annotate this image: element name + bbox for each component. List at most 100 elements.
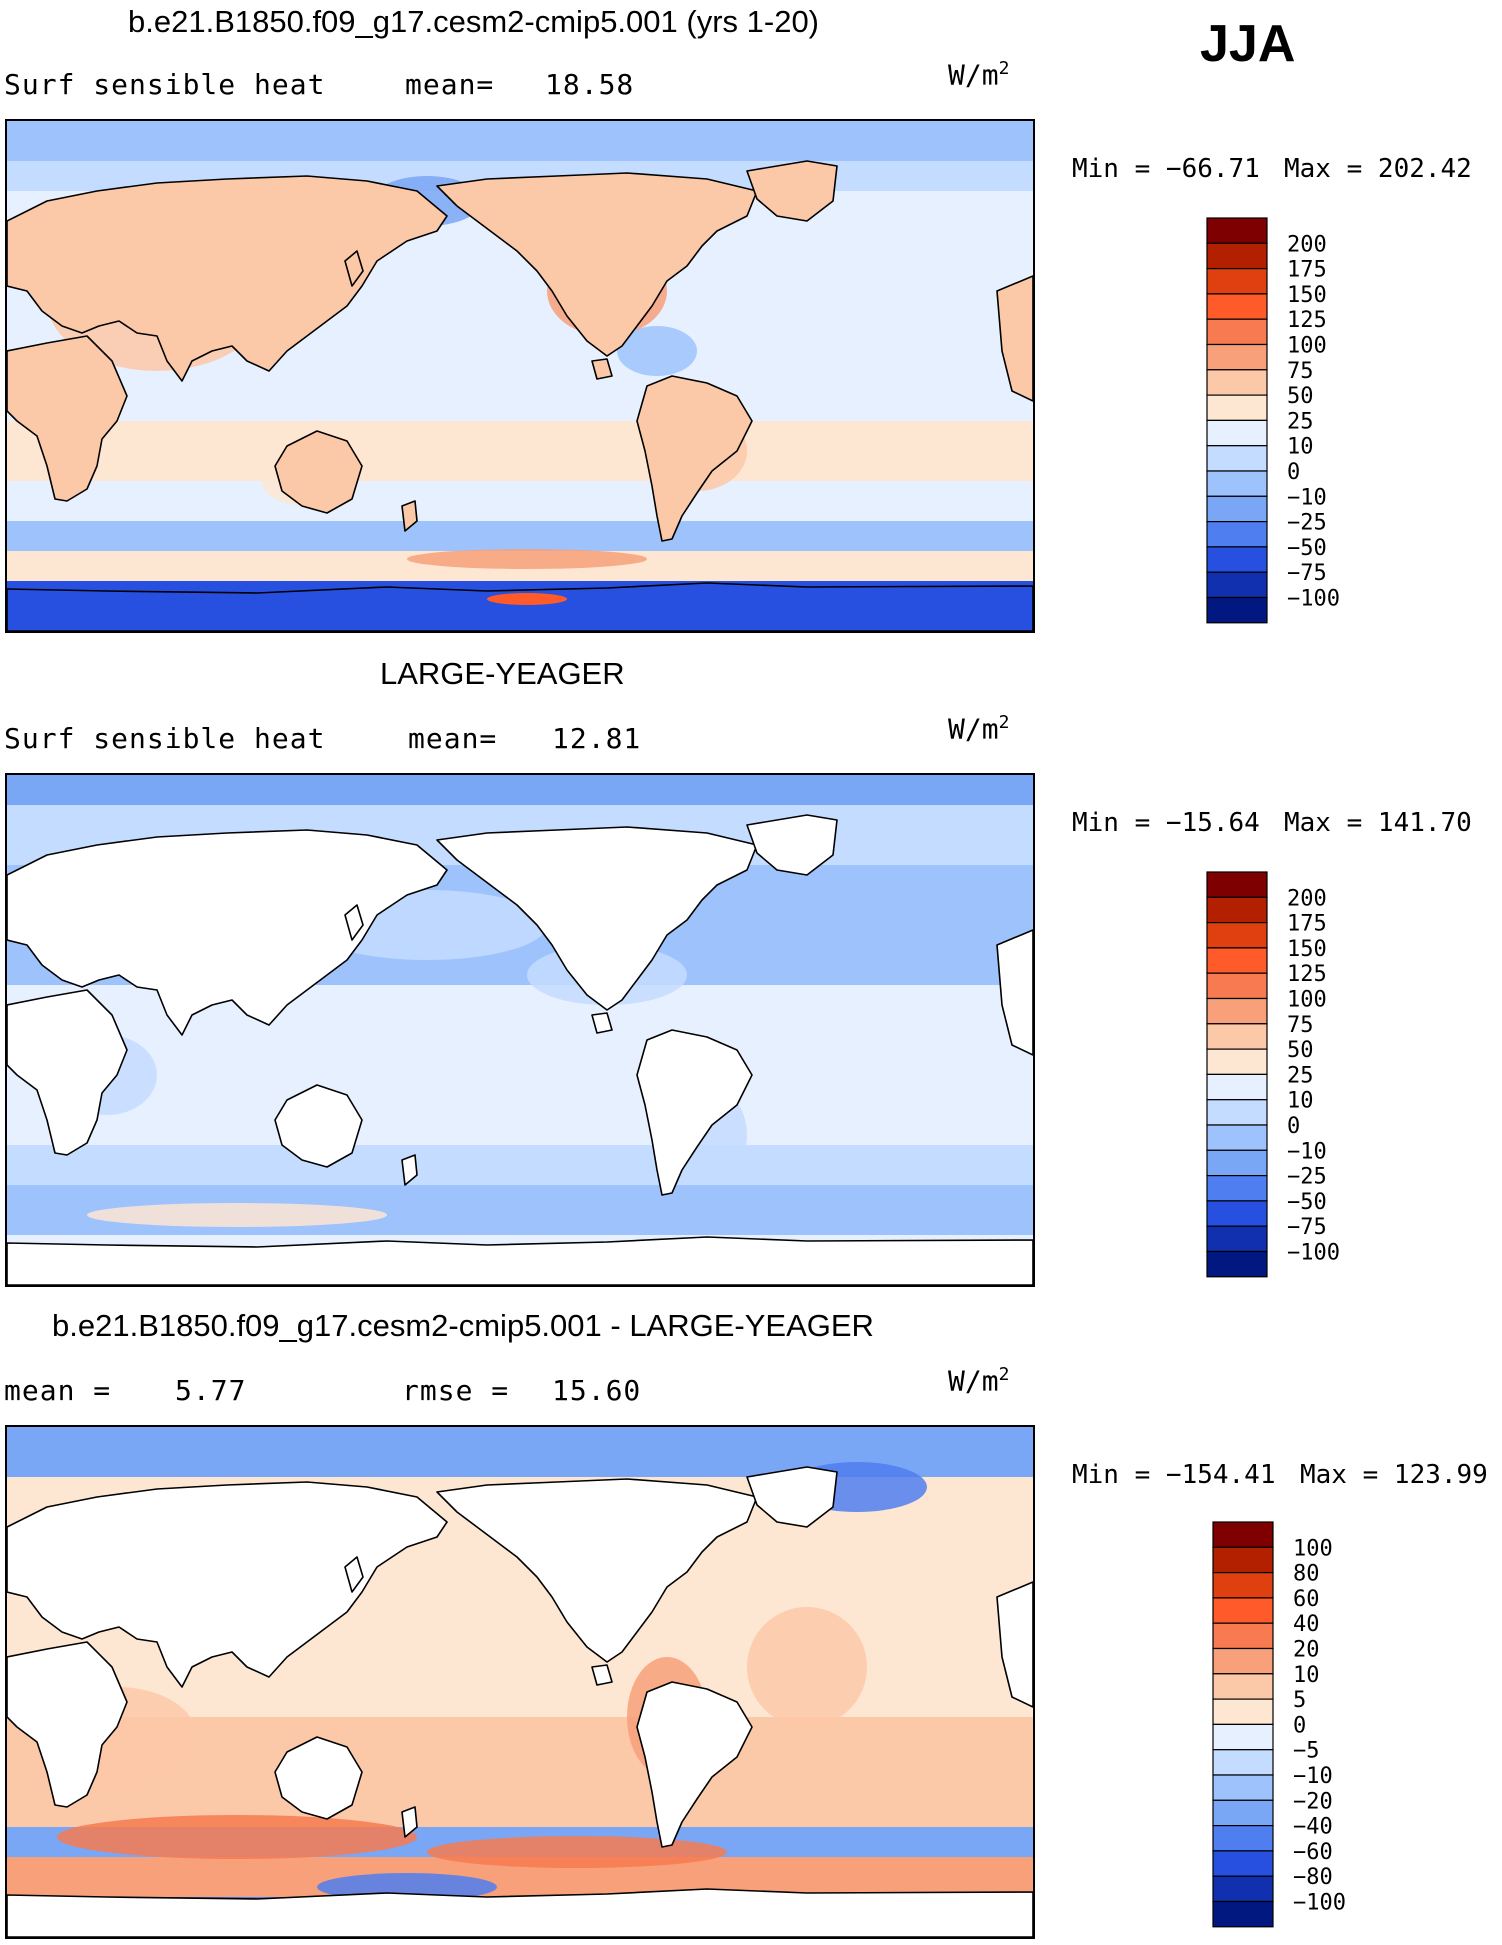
colorbar-tick-label: 75	[1287, 359, 1314, 384]
field-band	[7, 1145, 1033, 1185]
panel-3-rmse-value: 15.60	[552, 1374, 642, 1407]
field-contour	[57, 1815, 417, 1859]
field-contour	[487, 593, 567, 605]
colorbar-tick-label: 125	[1287, 308, 1327, 333]
colorbar-tick-label: −60	[1293, 1840, 1333, 1865]
panel-3-rmse-label: rmse =	[402, 1374, 510, 1407]
land-mass	[344, 904, 364, 941]
colorbar-tick-label: −25	[1287, 511, 1327, 536]
land-mass	[7, 1236, 1033, 1285]
panel-1-mean-value: 18.58	[545, 68, 635, 101]
panel-3-map-svg	[7, 1427, 1033, 1937]
colorbar-tick-label: 75	[1287, 1013, 1314, 1038]
colorbar-box	[1206, 369, 1268, 396]
land-mass	[274, 430, 363, 514]
panel-2-min: Min = −15.64	[1072, 808, 1260, 838]
colorbar-tick-label: 125	[1287, 962, 1327, 987]
colorbar-box	[1206, 1048, 1268, 1076]
colorbar-box	[1206, 871, 1268, 898]
land-mass	[344, 250, 364, 287]
colorbar-box	[1206, 445, 1268, 472]
land-mass	[274, 1736, 363, 1820]
colorbar-tick-label: 10	[1287, 1089, 1314, 1114]
colorbar-box	[1206, 1175, 1268, 1202]
colorbar-box	[1206, 947, 1268, 974]
colorbar-tick-label: 0	[1287, 460, 1300, 485]
colorbar-tick-label: 25	[1287, 409, 1314, 434]
colorbar-tick-label: 175	[1287, 258, 1327, 283]
colorbar-tick-label: −100	[1287, 587, 1340, 612]
colorbar-box	[1212, 1622, 1274, 1650]
colorbar-box	[1206, 1099, 1268, 1126]
colorbar-tick-label: 40	[1293, 1612, 1320, 1637]
colorbar-box	[1212, 1698, 1274, 1726]
colorbar-box	[1206, 921, 1268, 949]
panel-2-title: LARGE-YEAGER	[380, 656, 625, 691]
land-mass	[7, 989, 128, 1156]
panel-1-map-svg	[7, 121, 1033, 631]
colorbar-box	[1206, 546, 1268, 573]
colorbar-box	[1212, 1673, 1274, 1700]
colorbar-box	[1212, 1546, 1274, 1574]
colorbar-tick-label: 0	[1293, 1713, 1306, 1738]
colorbar-tick-label: −20	[1293, 1789, 1333, 1814]
colorbar-box	[1212, 1799, 1274, 1827]
colorbar-tick-label: 100	[1293, 1536, 1333, 1561]
colorbar-tick-label: −5	[1293, 1739, 1320, 1764]
land-mass	[401, 1154, 418, 1186]
colorbar-tick-label: 25	[1287, 1063, 1314, 1088]
colorbar-box	[1212, 1875, 1274, 1903]
colorbar-box	[1206, 318, 1268, 346]
land-mass	[591, 358, 613, 380]
panel-1-max: Max = 202.42	[1284, 154, 1472, 184]
land-mass	[7, 1481, 448, 1688]
panel-2-mean-label: mean=	[408, 722, 498, 755]
land-mass	[591, 1012, 613, 1034]
field-band	[7, 521, 1033, 551]
colorbar-box	[1206, 217, 1268, 244]
panel-3-mean-value: 5.77	[175, 1374, 247, 1407]
colorbar-tick-label: 5	[1293, 1688, 1306, 1713]
colorbar-box	[1212, 1647, 1274, 1675]
colorbar-tick-label: −100	[1287, 1241, 1340, 1266]
land-mass	[996, 929, 1033, 1056]
colorbar-box	[1206, 419, 1268, 447]
colorbar-box	[1206, 470, 1268, 497]
colorbar-tick-label: −40	[1293, 1815, 1333, 1840]
colorbar-tick-label: 10	[1293, 1663, 1320, 1688]
colorbar-tick-label: 80	[1293, 1562, 1320, 1587]
colorbar-box	[1206, 596, 1268, 624]
field-contour	[427, 1836, 727, 1868]
colorbar-box	[1206, 495, 1268, 523]
panel-1-map	[5, 119, 1035, 633]
colorbar-box	[1206, 293, 1268, 320]
colorbar-tick-label: −10	[1287, 1139, 1327, 1164]
colorbar-box	[1206, 972, 1268, 1000]
panel-2-units: W/m2	[948, 712, 1010, 746]
land-mass	[996, 275, 1033, 402]
panel-3-colorbar: 100 80 60 40 20 10 5 0 −5 −10 −20 −40 −60 −80 −100	[1212, 1521, 1363, 1932]
colorbar-tick-label: 50	[1287, 384, 1314, 409]
panel-2-max: Max = 141.70	[1284, 808, 1472, 838]
colorbar-tick-label: −25	[1287, 1165, 1327, 1190]
land-mass	[274, 1084, 363, 1168]
panel-2-colorbar: 200 175 150 125 100 75 50 25 10 0 −10 −25 −50 −75 −100	[1206, 871, 1357, 1282]
colorbar-box	[1206, 394, 1268, 422]
panel-1-min: Min = −66.71	[1072, 154, 1260, 184]
colorbar-tick-label: 200	[1287, 886, 1327, 911]
panel-3-title: b.e21.B1850.f09_g17.cesm2-cmip5.001 - LA…	[52, 1308, 874, 1343]
colorbar-box	[1212, 1597, 1274, 1624]
panel-2-variable-label: Surf sensible heat	[4, 722, 326, 755]
land-mass	[636, 1681, 753, 1848]
colorbar-tick-label: −75	[1287, 561, 1327, 586]
colorbar-box	[1206, 571, 1268, 599]
colorbar-tick-label: 175	[1287, 912, 1327, 937]
colorbar-tick-label: −10	[1287, 485, 1327, 510]
panel-3-units: W/m2	[948, 1364, 1010, 1398]
colorbar-tick-label: 150	[1287, 283, 1327, 308]
panel-1-mean-label: mean=	[405, 68, 495, 101]
colorbar-box	[1212, 1825, 1274, 1852]
colorbar-tick-label: −75	[1287, 1215, 1327, 1240]
colorbar-box	[1206, 242, 1268, 270]
colorbar-tick-label: 100	[1287, 988, 1327, 1013]
